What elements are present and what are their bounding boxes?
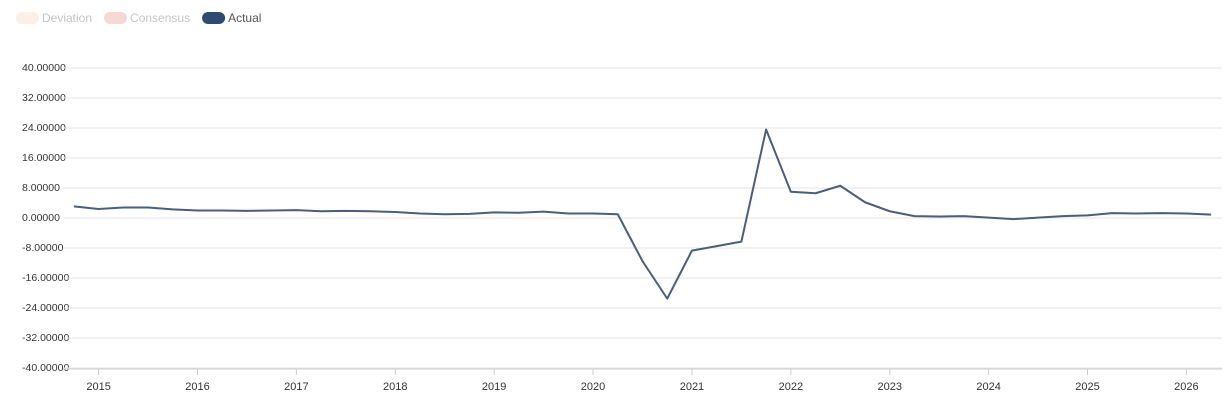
x-tick-label: 2020 <box>581 381 605 393</box>
legend-swatch[interactable] <box>16 12 39 24</box>
y-tick-label: -40.00000 <box>22 362 69 374</box>
x-tick-label: 2021 <box>680 381 704 393</box>
y-tick-label: 24.00000 <box>22 122 66 134</box>
y-tick-label: 16.00000 <box>22 152 66 164</box>
x-tick-label: 2024 <box>976 381 1000 393</box>
legend-label[interactable]: Deviation <box>42 11 92 25</box>
x-tick-label: 2018 <box>383 381 407 393</box>
y-tick-label: -16.00000 <box>22 272 69 284</box>
x-tick-label: 2017 <box>284 381 308 393</box>
x-tick-label: 2025 <box>1075 381 1099 393</box>
x-tick-label: 2026 <box>1174 381 1198 393</box>
y-tick-label: -24.00000 <box>22 302 69 314</box>
x-tick-label: 2023 <box>877 381 901 393</box>
x-tick-label: 2015 <box>86 381 110 393</box>
legend-swatch[interactable] <box>202 12 226 24</box>
y-tick-label: 8.00000 <box>22 182 60 194</box>
data-line <box>73 128 1212 300</box>
legend-label[interactable]: Consensus <box>130 11 190 25</box>
y-tick-label: -8.00000 <box>22 242 64 254</box>
x-tick-label: 2016 <box>185 381 209 393</box>
legend-label[interactable]: Actual <box>228 11 261 25</box>
y-tick-label: 40.00000 <box>22 62 66 74</box>
x-tick-label: 2019 <box>482 381 506 393</box>
y-tick-label: -32.00000 <box>22 332 69 344</box>
y-tick-label: 0.00000 <box>22 212 60 224</box>
x-tick-label: 2022 <box>779 381 803 393</box>
legend-swatch[interactable] <box>104 12 128 24</box>
y-tick-label: 32.00000 <box>22 92 66 104</box>
